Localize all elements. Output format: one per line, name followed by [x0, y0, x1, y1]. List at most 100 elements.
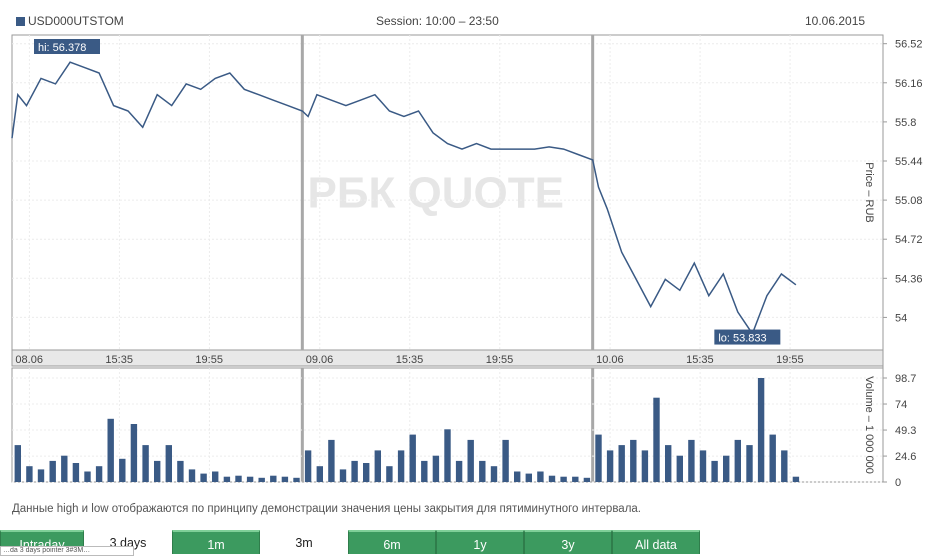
volume-bar: [757, 378, 765, 482]
volume-bar: [792, 476, 800, 482]
volume-bar: [212, 471, 219, 482]
volume-tick-label: 49.3: [895, 425, 916, 437]
volume-bar: [781, 450, 788, 482]
volume-bar: [14, 445, 21, 482]
volume-bar: [119, 458, 126, 482]
volume-bar: [281, 476, 289, 482]
time-tick-label: 15:35: [396, 354, 424, 366]
time-tick-label: 15:35: [686, 354, 714, 366]
volume-bar: [444, 429, 451, 482]
price-plot-frame: [11, 34, 884, 351]
volume-bar: [606, 450, 614, 482]
price-tick-label: 56.52: [895, 39, 923, 51]
price-series-line: [11, 61, 797, 336]
volume-bar: [84, 471, 91, 482]
volume-bar: [258, 477, 265, 482]
volume-bar: [490, 466, 498, 482]
volume-bar: [537, 471, 544, 482]
volume-bar: [514, 471, 521, 482]
volume-tick-label: 24.6: [895, 451, 916, 463]
time-tick-label: 09.06: [306, 354, 334, 366]
volume-bar: [246, 476, 254, 482]
volume-bar: [130, 424, 138, 482]
tab-1y[interactable]: 1y: [436, 530, 524, 554]
volume-bar: [711, 460, 718, 482]
volume-bar: [432, 455, 440, 482]
chart-svg: РБК QUOTE 56.52 56.16 55.8 55.44 55.08 54.72 54…: [11, 34, 923, 489]
volume-bar: [37, 469, 45, 482]
tab-all-data[interactable]: All data: [612, 530, 700, 554]
volume-bar: [328, 439, 335, 482]
volume-bar: [49, 460, 56, 482]
hi-annotation-box: [34, 39, 100, 54]
time-tick-label: 15:35: [105, 354, 133, 366]
lo-annotation-box: [714, 329, 781, 345]
volume-bar: [72, 463, 80, 482]
volume-bar: [583, 477, 591, 482]
volume-bar: [316, 466, 323, 482]
volume-bar: [397, 450, 405, 482]
volume-bar: [769, 434, 776, 482]
volume-bar: [618, 445, 625, 482]
volume-bar: [374, 450, 381, 482]
time-tick-label: 19:55: [486, 354, 514, 366]
volume-bar: [270, 475, 277, 482]
volume-bar: [188, 469, 196, 482]
volume-bar: [339, 469, 347, 482]
volume-bar: [165, 445, 172, 482]
time-tick-label: 19:55: [776, 354, 804, 366]
volume-bar: [467, 439, 474, 482]
volume-bar: [723, 455, 730, 482]
price-tick-label: 55.08: [895, 195, 923, 207]
time-tick-label: 08.06: [15, 354, 43, 366]
volume-bar: [142, 445, 149, 482]
ticker-label: USD000UTSTOM: [16, 14, 124, 28]
period-tabs: Intraday 3 days 1m 3m 6m 1y 3y All data: [0, 530, 941, 554]
time-tick-label: 10.06: [596, 354, 624, 366]
volume-bar: [653, 397, 660, 482]
volume-bar: [235, 475, 242, 482]
volume-bar: [409, 434, 416, 482]
tab-3m[interactable]: 3m: [260, 530, 348, 554]
volume-bar: [351, 460, 358, 482]
volume-bar: [676, 455, 683, 482]
price-axis-title: Price – RUB: [863, 162, 875, 223]
volume-bar: [95, 466, 103, 482]
chart-area: РБК QUOTE 56.52 56.16 55.8 55.44 55.08 54.72 54…: [11, 34, 923, 489]
price-tick-label: 56.16: [895, 78, 923, 90]
volume-bar: [223, 476, 231, 482]
volume-bar: [154, 460, 161, 482]
volume-bar: [734, 439, 741, 482]
volume-tick-label: 98.7: [895, 373, 916, 385]
volume-bar: [177, 460, 184, 482]
volume-bar: [107, 418, 114, 482]
tab-3y[interactable]: 3y: [524, 530, 612, 554]
status-tooltip: …da 3 days pointer 3#3M…: [0, 546, 134, 556]
tab-6m[interactable]: 6m: [348, 530, 436, 554]
date-label: 10.06.2015: [805, 14, 866, 28]
volume-bar: [688, 439, 695, 482]
price-tick-label: 54.72: [895, 234, 923, 246]
volume-tick-label: 74: [895, 399, 907, 411]
price-tick-label: 54: [895, 312, 907, 324]
volume-bar: [386, 466, 393, 482]
tab-1m[interactable]: 1m: [172, 530, 260, 554]
volume-axis-title: Volume – 1 000 000: [863, 376, 875, 474]
footer-note: Данные high и low отображаются по принци…: [12, 503, 642, 515]
volume-bar: [525, 473, 532, 482]
volume-bar: [630, 439, 637, 482]
volume-bar: [200, 473, 207, 482]
volume-bar: [548, 475, 556, 482]
volume-bar: [572, 476, 579, 482]
volume-bar: [421, 460, 428, 482]
hi-annotation-text: hi: 56.378: [38, 42, 86, 54]
volume-bar: [699, 450, 707, 482]
volume-bar: [293, 477, 300, 482]
session-label: Session: 10:00 – 23:50: [376, 14, 499, 28]
ticker-text: USD000UTSTOM: [28, 14, 124, 28]
volume-bar: [502, 439, 509, 482]
volume-bar: [665, 445, 672, 482]
time-axis-band: [11, 349, 884, 367]
price-tick-label: 54.36: [895, 273, 923, 285]
volume-bar: [641, 450, 649, 482]
